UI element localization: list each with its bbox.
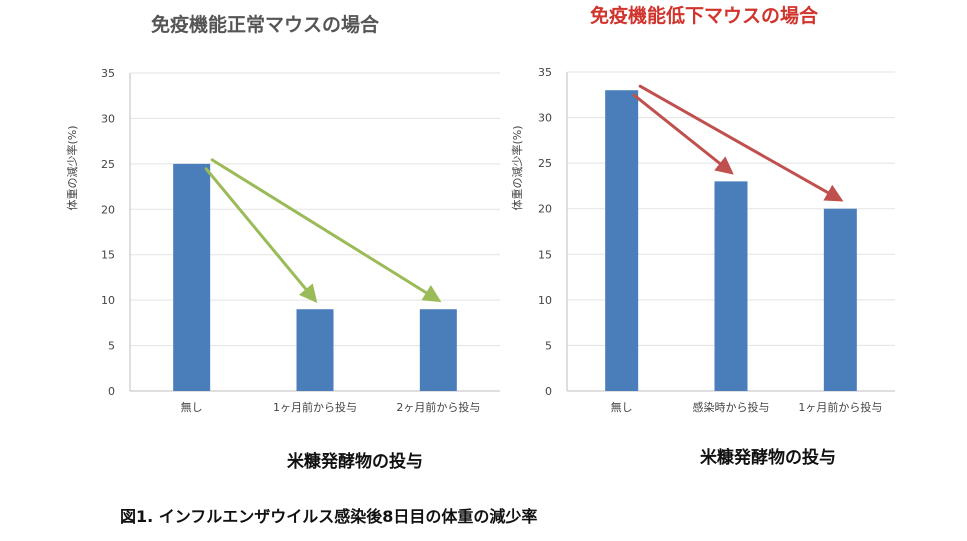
figure-caption: 図1. インフルエンザウイルス感染後8日目の体重の減少率 [120, 507, 537, 526]
bar-2 [714, 181, 748, 391]
chart-title: 免疫機能正常マウスの場合 [151, 13, 380, 36]
arrow-2 [638, 84, 844, 202]
x-axis-label: 米糠発酵物の投与 [700, 447, 836, 468]
x-categories: 無し 1ヶ月前から投与 2ヶ月前から投与 [181, 400, 481, 414]
y-tick-label: 25 [538, 157, 552, 170]
category-label: 無し [611, 400, 633, 414]
category-label: 2ヶ月前から投与 [396, 400, 480, 414]
bar-1 [173, 163, 211, 391]
y-tick-label: 15 [101, 249, 115, 262]
y-tick-label: 30 [538, 112, 552, 125]
bar-2 [296, 309, 334, 391]
y-tick-label: 0 [108, 385, 115, 398]
y-tick-label: 0 [545, 385, 552, 398]
y-tick-label: 10 [538, 294, 552, 307]
y-axis-label: 体重の減少率(%) [65, 125, 79, 210]
bars [173, 163, 457, 391]
y-tick-label: 15 [538, 248, 552, 261]
category-label: 感染時から投与 [693, 400, 770, 414]
y-tick-label: 10 [101, 294, 115, 307]
arrow-1 [632, 93, 734, 175]
bar-1 [605, 90, 639, 391]
y-tick-label: 20 [101, 203, 115, 216]
arrows [632, 84, 844, 202]
category-label: 1ヶ月前から投与 [798, 400, 882, 414]
chart-weakened-immunity: 免疫機能低下マウスの場合 体重の減少率(%) 0 5 10 15 20 25 30 35 無し… [510, 4, 895, 468]
chart-title: 免疫機能低下マウスの場合 [590, 4, 819, 27]
arrow-2 [210, 158, 442, 303]
bar-3 [419, 309, 457, 391]
y-tick-label: 30 [101, 112, 115, 125]
arrow-1 [204, 167, 318, 304]
x-axis-label: 米糠発酵物の投与 [287, 451, 423, 472]
chart-normal-immunity: 免疫機能正常マウスの場合 体重の減少率(%) 0 5 10 15 20 25 30 35 無し… [65, 13, 500, 472]
bar-3 [823, 208, 857, 391]
y-axis-label: 体重の減少率(%) [510, 125, 524, 210]
y-tick-label: 25 [101, 158, 115, 171]
y-ticks: 0 5 10 15 20 25 30 35 [101, 67, 115, 398]
y-tick-label: 20 [538, 203, 552, 216]
arrows [204, 158, 442, 304]
y-tick-label: 5 [108, 340, 115, 353]
x-categories: 無し 感染時から投与 1ヶ月前から投与 [611, 400, 883, 414]
category-label: 無し [181, 400, 203, 414]
y-tick-label: 5 [545, 339, 552, 352]
y-tick-label: 35 [101, 67, 115, 80]
y-ticks: 0 5 10 15 20 25 30 35 [538, 66, 552, 398]
category-label: 1ヶ月前から投与 [273, 400, 357, 414]
bars [605, 90, 857, 391]
y-tick-label: 35 [538, 66, 552, 79]
